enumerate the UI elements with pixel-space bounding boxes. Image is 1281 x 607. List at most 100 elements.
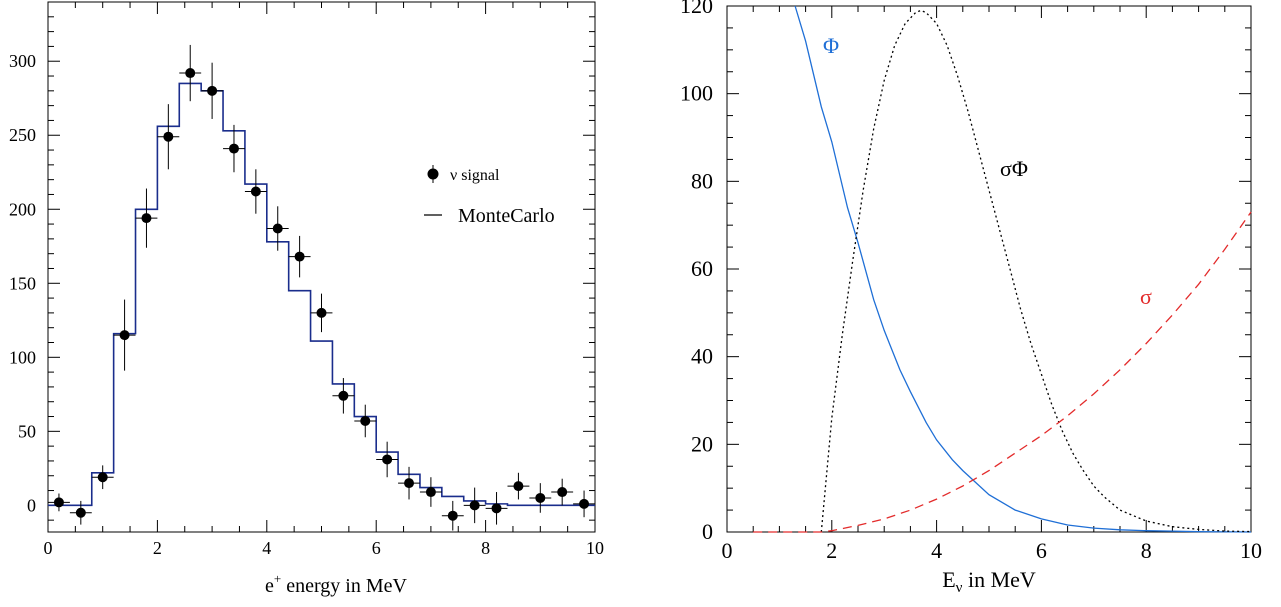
signal-point [157,104,180,170]
left-xlabel-base: e [265,575,274,597]
signal-point [529,483,552,513]
signal-point [266,206,289,251]
signal-point [135,188,158,248]
signal-point [485,492,508,525]
signal-marker [557,487,568,498]
left-y-tick-label: 200 [9,199,36,219]
signal-marker [53,497,64,508]
phi-curve [794,5,1252,533]
right-x-tick-label: 4 [931,538,942,563]
signal-point [69,500,92,525]
signal-point [376,441,399,478]
left-x-tick-label: 2 [153,538,162,558]
left-y-tick-label: 250 [9,125,36,145]
sigma-curve-label: σ [1140,284,1152,309]
signal-marker [404,478,415,489]
signal-marker [316,307,327,318]
left-y-tick-label: 300 [9,51,36,71]
right-x-axis-label: Eν in MeV [942,567,1036,596]
signal-marker [75,507,86,518]
signal-point [398,466,420,500]
left-legend: ν signal MonteCarlo [424,165,555,227]
left-x-tick-label: 6 [372,538,381,558]
left-y-tick-label: 150 [9,273,36,293]
signal-point [48,493,70,512]
right-y-tick-label: 20 [691,431,713,456]
right-x-tick-label: 2 [826,538,837,563]
signal-marker [382,454,393,465]
signal-marker [163,131,174,142]
signal-marker [207,85,218,96]
signal-point [507,472,530,500]
signal-point [551,478,574,506]
legend-signal-label: ν signal [450,167,500,184]
signal-point [223,124,245,173]
left-x-axis-label: e+ energy in MeV [265,571,408,597]
signal-point [244,169,267,214]
signal-marker [447,510,458,521]
right-xlabel-base: E [942,567,955,592]
left-y-tick-label: 100 [9,347,36,367]
signal-point [332,378,355,414]
signal-point [354,404,377,438]
right-y-tick-label: 40 [691,344,713,369]
signal-point [463,487,486,524]
right-xlabel-sub: ν [956,580,963,596]
right-xlabel-rest: in MeV [962,567,1035,592]
signal-marker [185,68,196,79]
right-curves [753,5,1252,533]
left-x-tick-label: 4 [262,538,271,558]
left-y-tick-label: 0 [27,495,36,515]
right-x-tick-label: 8 [1141,538,1152,563]
sigma-phi-curve [820,9,1252,533]
signal-marker [272,223,283,234]
legend-mc-label: MonteCarlo [458,205,555,227]
phi-curve-label: Φ [823,33,839,58]
left-x-tick-label: 8 [481,538,490,558]
signal-marker [338,390,349,401]
signal-point [179,44,202,102]
left-xlabel-rest: energy in MeV [281,575,407,597]
signal-marker [141,213,152,224]
signal-point [441,500,464,531]
right-y-tick-label: 80 [691,168,713,193]
right-y-tick-label: 100 [680,81,713,106]
left-x-tick-label: 0 [44,538,53,558]
left-xlabel-sup: + [274,571,281,586]
signal-point [573,490,595,518]
right-y-tick-label: 0 [702,519,713,544]
right-plot-frame [726,5,1252,533]
signal-point [310,293,333,333]
signal-marker [535,492,546,503]
signal-marker [469,500,480,511]
signal-marker [425,487,436,498]
signal-marker [228,143,239,154]
right-x-tick-label: 0 [722,538,733,563]
signal-points [48,44,595,531]
left-x-tick-label: 10 [586,538,604,558]
right-x-tick-label: 10 [1240,538,1262,563]
signal-point [201,62,224,119]
signal-marker [250,186,261,197]
signal-point [113,299,136,371]
signal-marker [513,481,524,492]
right-x-tick-label: 6 [1036,538,1047,563]
sigma-phi-curve-label: σΦ [1000,156,1028,181]
sigma-curve [753,211,1252,533]
left-plot-frame [47,1,596,533]
signal-marker [579,498,590,509]
signal-point [419,477,442,507]
signal-marker [491,503,502,514]
signal-marker [97,472,108,483]
signal-marker [119,330,130,341]
right-y-tick-label: 60 [691,256,713,281]
signal-point [91,465,114,490]
right-y-tick-label: 120 [680,0,713,18]
signal-marker [360,415,371,426]
signal-point [288,235,311,278]
